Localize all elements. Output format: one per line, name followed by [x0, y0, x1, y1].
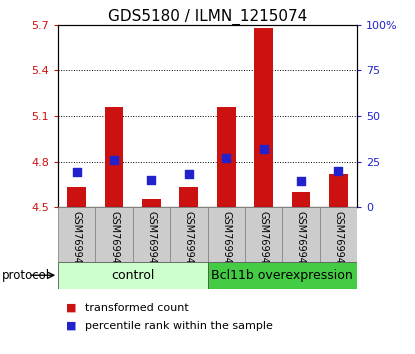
Bar [245, 207, 282, 262]
Text: GSM769944: GSM769944 [221, 211, 231, 270]
Point [298, 178, 304, 184]
Text: GSM769943: GSM769943 [184, 211, 194, 270]
Text: protocol: protocol [2, 269, 50, 282]
Text: GSM769947: GSM769947 [333, 211, 343, 270]
Point [73, 169, 80, 175]
Bar [170, 207, 208, 262]
Point [260, 147, 267, 152]
Text: GDS5180 / ILMN_1215074: GDS5180 / ILMN_1215074 [108, 9, 307, 25]
Bar [320, 207, 357, 262]
Text: GSM769942: GSM769942 [146, 211, 156, 270]
Bar [208, 262, 357, 289]
Text: GSM769946: GSM769946 [296, 211, 306, 270]
Bar [208, 207, 245, 262]
Bar [105, 107, 124, 207]
Point [111, 157, 117, 163]
Bar [58, 262, 208, 289]
Bar [133, 207, 170, 262]
Bar [142, 200, 161, 207]
Bar [58, 207, 95, 262]
Bar [291, 192, 310, 207]
Text: percentile rank within the sample: percentile rank within the sample [85, 321, 273, 331]
Bar [217, 107, 236, 207]
Bar [179, 187, 198, 207]
Text: transformed count: transformed count [85, 303, 189, 313]
Point [186, 171, 192, 177]
Point [148, 177, 155, 183]
Text: ■: ■ [66, 303, 77, 313]
Bar [95, 207, 133, 262]
Bar [329, 174, 348, 207]
Point [335, 168, 342, 173]
Text: GSM769940: GSM769940 [72, 211, 82, 270]
Text: control: control [111, 269, 154, 282]
Bar [67, 187, 86, 207]
Text: GSM769941: GSM769941 [109, 211, 119, 270]
Point [223, 156, 229, 161]
Text: GSM769945: GSM769945 [259, 211, 269, 270]
Bar [254, 28, 273, 207]
Text: Bcl11b overexpression: Bcl11b overexpression [211, 269, 353, 282]
Bar [282, 207, 320, 262]
Text: ■: ■ [66, 321, 77, 331]
